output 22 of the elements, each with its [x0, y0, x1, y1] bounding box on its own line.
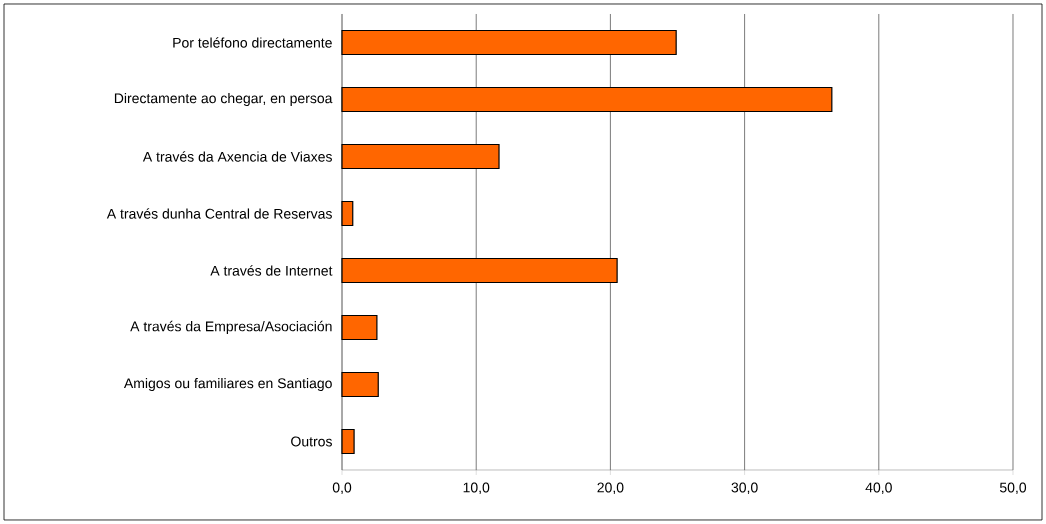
y-tick-label: Outros	[291, 436, 332, 447]
bar	[341, 29, 677, 56]
bar	[341, 86, 833, 113]
y-tick-label: Amigos ou familiares en Santiago	[123, 377, 332, 392]
bar	[341, 257, 618, 284]
y-tick-label: Por teléfono directamente	[173, 37, 332, 48]
bar	[341, 200, 354, 227]
x-tick-label: 30,0	[731, 482, 758, 495]
x-tick-label: 20,0	[597, 482, 624, 495]
bar	[341, 428, 355, 455]
bar	[341, 143, 500, 170]
bar	[341, 314, 378, 341]
y-tick-label: A través de Internet	[210, 265, 333, 276]
y-tick-label: A través da Axencia de Viaxes	[142, 151, 332, 162]
y-tick-label: A través da Empresa/Asociación	[130, 320, 332, 335]
bar	[341, 371, 379, 398]
x-tick-label: 40,0	[865, 482, 892, 495]
x-tick-label: 10,0	[463, 482, 490, 495]
y-tick-label: Directamente ao chegar, en persoa	[114, 92, 333, 107]
x-tick-label: 50,0	[999, 482, 1027, 495]
y-tick-label: A través dunha Central de Reservas	[106, 208, 332, 219]
x-tick-label: 0,0	[332, 482, 352, 495]
